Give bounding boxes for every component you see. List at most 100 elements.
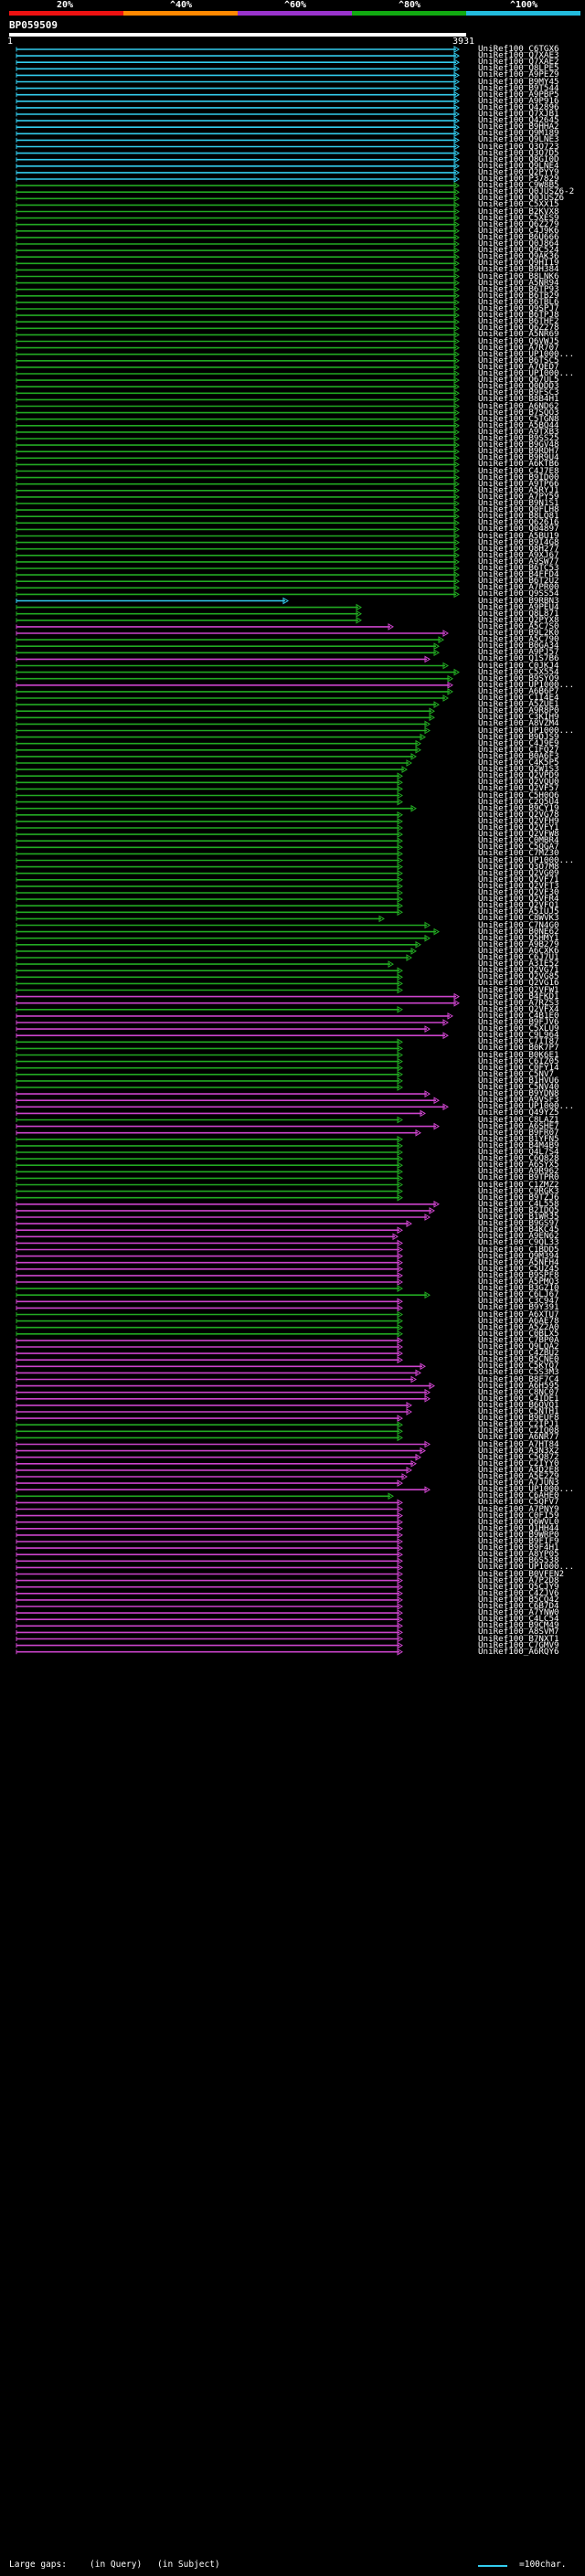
hit-label[interactable]: UniRef100_Q6Z278: [478, 323, 559, 334]
hit-label[interactable]: UniRef100_B9GV48: [478, 440, 559, 451]
hit-label[interactable]: UniRef100_A6NR77: [478, 1432, 559, 1443]
hit-label[interactable]: UniRef100_Q3O723: [478, 141, 559, 152]
hit-label[interactable]: UniRef100_Q8LPE5: [478, 63, 559, 74]
hit-label[interactable]: UniRef100_Q6VWJ5: [478, 335, 559, 346]
hit-label[interactable]: UniRef100_A5Z2A0: [478, 1321, 559, 1332]
hit-label[interactable]: UniRef100_B6S538: [478, 1555, 559, 1566]
hit-label[interactable]: UniRef100_C4J9E9: [478, 737, 559, 748]
hit-label[interactable]: UniRef100_Q9AK36: [478, 251, 559, 262]
hit-label[interactable]: UniRef100_C2IYY0: [478, 1458, 559, 1468]
hit-label[interactable]: UniRef100_Q0FLH8: [478, 504, 559, 515]
hit-label[interactable]: UniRef100_A5PMQ3: [478, 1277, 559, 1287]
hit-label[interactable]: UniRef100_C5QFV7: [478, 1497, 559, 1508]
hit-label[interactable]: UniRef100_A9PBP5: [478, 89, 559, 100]
hit-label[interactable]: UniRef100_Q0JUSZ6: [478, 193, 565, 204]
hit-label[interactable]: UniRef100_Q9HI19: [478, 258, 559, 269]
hit-label[interactable]: UniRef100_Q49YZ5: [478, 1108, 559, 1118]
hit-label[interactable]: UniRef100_Q4L7S4: [478, 1147, 559, 1157]
hit-label[interactable]: UniRef100_A3IE52: [478, 959, 559, 970]
hit-label[interactable]: UniRef100_A5ZUE1: [478, 699, 559, 710]
hit-label[interactable]: UniRef100_A5BU19: [478, 530, 559, 541]
hit-label[interactable]: UniRef100_Q2VFH9: [478, 815, 559, 826]
hit-label[interactable]: UniRef100_B6TBL6: [478, 296, 559, 307]
hit-label[interactable]: UniRef100_A5E2Z9: [478, 1471, 559, 1481]
hit-label[interactable]: UniRef100_Q2W1S3: [478, 764, 559, 775]
hit-label[interactable]: UniRef100_Q04897: [478, 524, 559, 535]
hit-label[interactable]: UniRef100_C2Q5U4: [478, 796, 559, 807]
hit-label[interactable]: UniRef100_B5CNE0: [478, 1354, 559, 1365]
hit-label[interactable]: UniRef100_C0JKJ4: [478, 660, 559, 671]
hit-label[interactable]: UniRef100_UP1000...: [478, 725, 575, 736]
hit-label[interactable]: UniRef100_A9EN62: [478, 1231, 559, 1242]
hit-label[interactable]: UniRef100_A7PY59: [478, 491, 559, 502]
hit-label[interactable]: UniRef100_A9XJ67: [478, 549, 559, 560]
hit-label[interactable]: UniRef100_C0FI59: [478, 1510, 559, 1521]
hit-label[interactable]: UniRef100_Q2VF30: [478, 887, 559, 897]
hit-label[interactable]: UniRef100_B0A6F3: [478, 750, 559, 761]
hit-label[interactable]: UniRef100_B6THF2: [478, 316, 559, 327]
hit-label[interactable]: UniRef100_B9F4H1: [478, 1542, 559, 1553]
hit-label[interactable]: UniRef100_C5Q872: [478, 1451, 559, 1462]
hit-label[interactable]: UniRef100_Q2VF71: [478, 874, 559, 885]
hit-label[interactable]: UniRef100_B9TPR0: [478, 1172, 559, 1183]
hit-label[interactable]: UniRef100_A9PEZ9: [478, 69, 559, 80]
hit-label[interactable]: UniRef100_B9FIF9: [478, 1536, 559, 1546]
hit-label[interactable]: UniRef100_C5QGA7: [478, 842, 559, 853]
hit-label[interactable]: UniRef100_A5NR69: [478, 329, 559, 340]
hit-label[interactable]: UniRef100_B6TPJ8: [478, 310, 559, 321]
hit-label[interactable]: UniRef100_B6U666: [478, 231, 559, 242]
hit-label[interactable]: UniRef100_C6B7D4: [478, 1601, 559, 1611]
hit-label[interactable]: UniRef100_B7NXT1: [478, 1633, 559, 1644]
hit-label[interactable]: UniRef100_B9EUF8: [478, 1413, 559, 1424]
hit-label[interactable]: UniRef100_Q2VFX4: [478, 1003, 559, 1014]
hit-label[interactable]: UniRef100_A9B279: [478, 938, 559, 949]
hit-label[interactable]: UniRef100_A7QED7: [478, 361, 559, 372]
hit-label[interactable]: UniRef100_Q62616: [478, 517, 559, 528]
hit-label[interactable]: UniRef100_B9FSC3: [478, 387, 559, 398]
hit-label[interactable]: UniRef100_B9MY45: [478, 76, 559, 87]
hit-label[interactable]: UniRef100_A8SVM7: [478, 1627, 559, 1638]
hit-label[interactable]: UniRef100_A8YP05: [478, 1549, 559, 1560]
hit-label[interactable]: UniRef100_B0K6E1: [478, 1049, 559, 1060]
hit-label[interactable]: UniRef100_B6TB29: [478, 290, 559, 301]
hit-label[interactable]: UniRef100_C4B1E0: [478, 1010, 559, 1021]
hit-label[interactable]: UniRef100_A7PNY9: [478, 1503, 559, 1514]
hit-label[interactable]: UniRef100_Q2VF57: [478, 783, 559, 794]
hit-label[interactable]: UniRef100_B6QVQ1: [478, 1399, 559, 1410]
hit-label[interactable]: UniRef100_Q2VFT3: [478, 880, 559, 891]
hit-label[interactable]: UniRef100_C5XX15: [478, 199, 559, 210]
hit-label[interactable]: UniRef100_C5X554: [478, 666, 559, 677]
hit-label[interactable]: UniRef100_B0K7P7: [478, 1043, 559, 1054]
hit-label[interactable]: UniRef100_Q2VFW1: [478, 984, 559, 995]
hit-label[interactable]: UniRef100_C7MZ30: [478, 848, 559, 859]
hit-label[interactable]: UniRef100_C9L964: [478, 1030, 559, 1041]
hit-label[interactable]: UniRef100_B2IDQ5: [478, 1204, 559, 1215]
hit-label[interactable]: UniRef100_Q3O7D5: [478, 147, 559, 158]
hit-label[interactable]: UniRef100_C2IQ08: [478, 1426, 559, 1436]
hit-label[interactable]: UniRef100_B6T2U2: [478, 576, 559, 587]
hit-label[interactable]: UniRef100_C1BDD5: [478, 1244, 559, 1255]
hit-label[interactable]: UniRef100_C0BLX5: [478, 1328, 559, 1339]
hit-label[interactable]: UniRef100_A9P916: [478, 95, 559, 106]
hit-label[interactable]: UniRef100_A5BQ44: [478, 419, 559, 430]
hit-label[interactable]: UniRef100_Q2PYX8: [478, 614, 559, 625]
hit-label[interactable]: UniRef100_A3D2E8: [478, 1464, 559, 1475]
hit-label[interactable]: UniRef100_B1YFN5: [478, 1133, 559, 1144]
hit-label[interactable]: UniRef100_UP1000...: [478, 854, 575, 865]
hit-label[interactable]: UniRef100_C6IZ05: [478, 1055, 559, 1066]
hit-label[interactable]: UniRef100_B3GZ10: [478, 1283, 559, 1294]
hit-label[interactable]: UniRef100_B9FJV6: [478, 1017, 559, 1027]
hit-label[interactable]: UniRef100_B9R9U4: [478, 452, 559, 463]
hit-label[interactable]: UniRef100_A7HT84: [478, 1438, 559, 1449]
hit-label[interactable]: UniRef100_B1HVU6: [478, 1075, 559, 1086]
hit-label[interactable]: UniRef100_C5UZ45: [478, 1263, 559, 1274]
hit-label[interactable]: UniRef100_B9RDH7: [478, 446, 559, 457]
hit-label[interactable]: UniRef100_B6TC53: [478, 563, 559, 573]
hit-label[interactable]: UniRef100_Q8GI0D: [478, 154, 559, 164]
hit-label[interactable]: UniRef100_B0NE62: [478, 926, 559, 937]
hit-label[interactable]: UniRef100_Q0DDD3: [478, 381, 559, 392]
hit-label[interactable]: UniRef100_A5NFH4: [478, 1256, 559, 1267]
hit-label[interactable]: UniRef100_A9R962: [478, 1166, 559, 1177]
hit-label[interactable]: UniRef100_C0FY14: [478, 1062, 559, 1073]
hit-label[interactable]: UniRef100_C8WVK3: [478, 913, 559, 924]
